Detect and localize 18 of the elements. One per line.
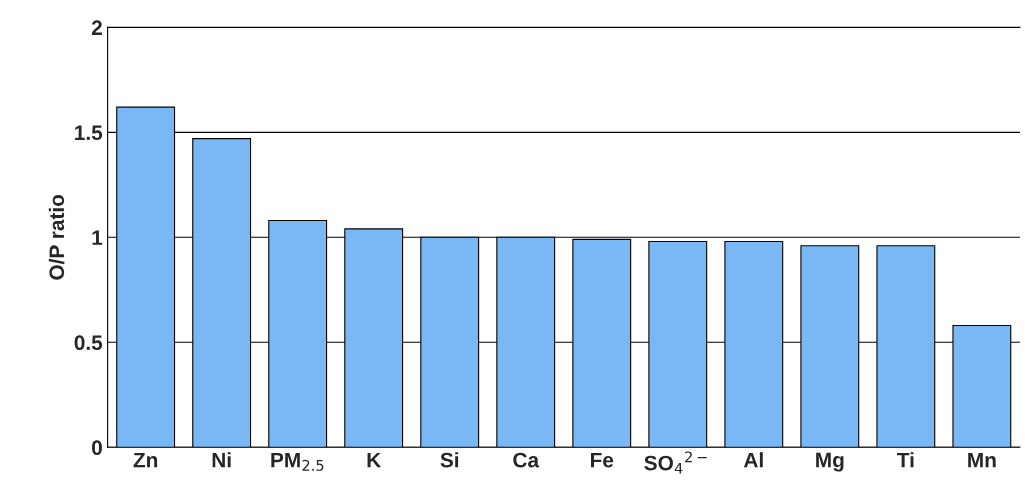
y-tick-label: 0 <box>92 440 102 456</box>
x-tick-label: SO$_{4}$$^{2−}$ <box>644 451 707 474</box>
x-tick-label: Fe <box>591 452 614 468</box>
y-tick-label: 1.5 <box>75 125 103 141</box>
x-tick-label: Mg <box>816 452 844 472</box>
x-tick-label: Zn <box>133 452 158 468</box>
x-tick-label: Ti <box>897 452 914 468</box>
x-tick-label: Al <box>743 452 763 468</box>
x-tick-label: Ni <box>212 452 231 468</box>
y-tick-label: 1 <box>92 230 103 245</box>
x-tick-label: Mn <box>968 452 996 468</box>
x-tick-label: Si <box>440 452 459 468</box>
y-tick-label: 2 <box>91 20 102 35</box>
x-tick-label: PM$_{2.5}$ <box>271 452 324 471</box>
y-axis-title: O/P ratio <box>48 194 65 280</box>
y-tick-label: 0.5 <box>74 335 103 351</box>
x-tick-label: Ca <box>513 452 540 468</box>
x-tick-label: K <box>367 452 382 468</box>
